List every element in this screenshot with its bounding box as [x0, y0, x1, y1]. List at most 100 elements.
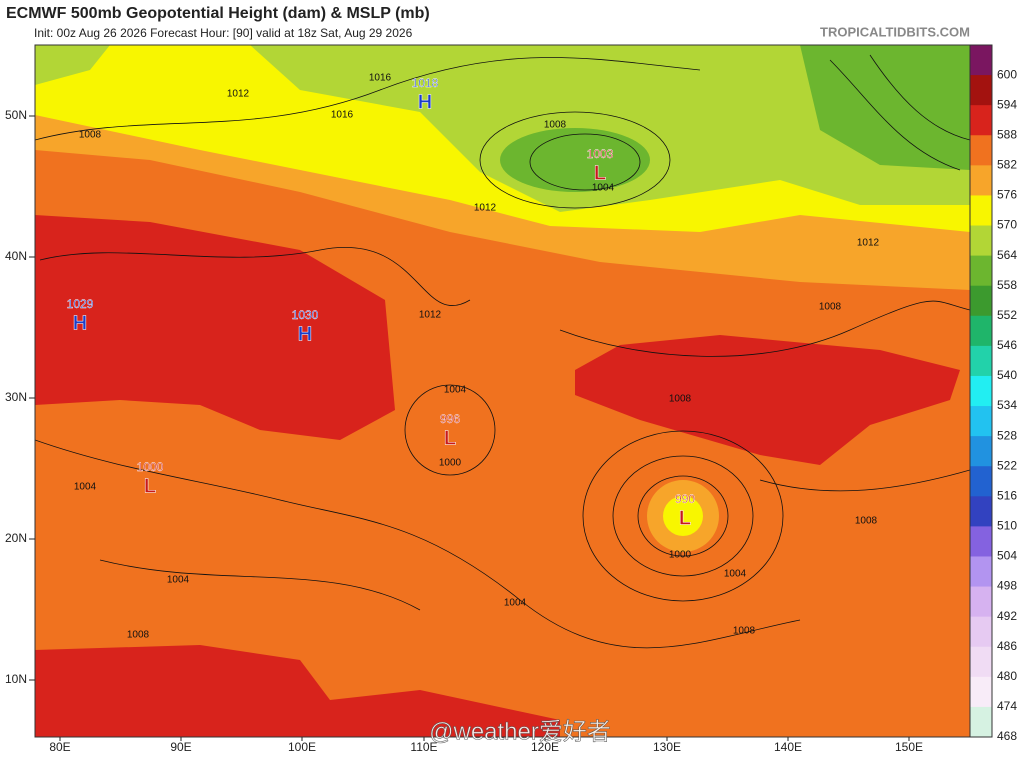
colorbar-swatch: [970, 285, 992, 317]
isobar-label: 1012: [857, 238, 880, 249]
isobar-label: 1016: [331, 110, 354, 121]
colorbar-label: 570: [997, 218, 1017, 232]
colorbar-swatch: [970, 45, 992, 76]
center-letter: L: [679, 507, 691, 529]
colorbar-label: 528: [997, 428, 1017, 442]
isobar-label: 1004: [504, 598, 527, 609]
colorbar-swatch: [970, 165, 992, 196]
isobar-label: 1000: [669, 550, 692, 561]
center-value: 1030: [292, 308, 319, 322]
colorbar-swatch: [970, 616, 992, 648]
center-letter: H: [73, 312, 87, 334]
colorbar-label: 504: [997, 549, 1017, 563]
isobar-label: 1004: [724, 569, 747, 580]
title: ECMWF 500mb Geopotential Height (dam) & …: [6, 5, 430, 22]
colorbar-label: 588: [997, 127, 1017, 141]
colorbar-label: 582: [997, 158, 1017, 172]
lon-label: 90E: [170, 740, 191, 754]
isobar-label: 1008: [127, 630, 150, 641]
colorbar-label: 552: [997, 308, 1017, 322]
colorbar-swatch: [970, 75, 992, 106]
colorbar-label: 564: [997, 248, 1017, 262]
lat-label: 20N: [5, 531, 27, 545]
lon-label: 130E: [653, 740, 681, 754]
colorbar-swatch: [970, 255, 992, 287]
center-letter: L: [444, 427, 456, 449]
lon-label: 150E: [895, 740, 923, 754]
colorbar-label: 594: [997, 97, 1017, 111]
lon-label: 80E: [49, 740, 70, 754]
isobar-label: 1004: [74, 482, 97, 493]
site-watermark: TROPICALTIDBITS.COM: [820, 24, 970, 39]
isobar-label: 1008: [819, 302, 842, 313]
colorbar-swatch: [970, 195, 992, 227]
colorbar-swatch: [970, 646, 992, 678]
subtitle: Init: 00z Aug 26 2026 Forecast Hour: [90…: [34, 26, 413, 40]
colorbar-swatch: [970, 345, 992, 377]
lon-label: 140E: [774, 740, 802, 754]
colorbar-swatch: [970, 375, 992, 407]
isobar-label: 1012: [474, 203, 497, 214]
colorbar-swatch: [970, 105, 992, 136]
lat-label: 30N: [5, 390, 27, 404]
colorbar-label: 534: [997, 398, 1017, 412]
center-value: 996: [440, 412, 460, 426]
colorbar-swatch: [970, 676, 992, 708]
isobar-label: 1008: [855, 516, 878, 527]
lat-label: 10N: [5, 672, 27, 686]
colorbar-label: 474: [997, 699, 1017, 713]
colorbar-swatch: [970, 556, 992, 588]
colorbar-label: 510: [997, 519, 1017, 533]
lat-label: 40N: [5, 249, 27, 263]
isobar-label: 1000: [439, 458, 462, 469]
colorbar-swatch: [970, 225, 992, 257]
colorbar-label: 492: [997, 609, 1017, 623]
isobar-label: 1004: [167, 575, 190, 586]
colorbar-swatch: [970, 436, 992, 467]
isobar-label: 1012: [227, 89, 250, 100]
center-value: 1029: [67, 297, 94, 311]
colorbar-label: 498: [997, 579, 1017, 593]
colorbar-swatch: [970, 586, 992, 618]
center-value: 1000: [137, 460, 164, 474]
isobar-label: 1016: [369, 73, 392, 84]
colorbar-swatch: [970, 406, 992, 437]
colorbar-swatch: [970, 526, 992, 557]
center-letter: L: [594, 162, 606, 184]
colorbar-label: 558: [997, 278, 1017, 292]
colorbar-label: 516: [997, 488, 1017, 502]
colorbar-frame: [969, 44, 993, 738]
isobar-label: 1012: [419, 310, 442, 321]
lon-label: 120E: [531, 740, 559, 754]
colorbar-swatch: [970, 466, 992, 497]
center-letter: L: [144, 475, 156, 497]
isobar-label: 1004: [592, 183, 615, 194]
center-letter: H: [298, 323, 312, 345]
colorbar-swatch: [970, 315, 992, 347]
center-value: 1018: [412, 76, 439, 90]
isobar-label: 1004: [444, 385, 467, 396]
colorbar-swatch: [970, 706, 992, 738]
colorbar-label: 540: [997, 368, 1017, 382]
colorbar-label: 486: [997, 639, 1017, 653]
lat-label: 50N: [5, 108, 27, 122]
colorbar-label: 576: [997, 188, 1017, 202]
lon-label: 110E: [410, 740, 437, 754]
weibo-watermark: @weather爱好者: [429, 718, 611, 745]
lon-label: 100E: [288, 740, 316, 754]
colorbar-label: 480: [997, 669, 1017, 683]
map-fill: [35, 45, 970, 737]
colorbar-swatch: [970, 496, 992, 527]
colorbar-swatch: [970, 135, 992, 166]
colorbar-label: 546: [997, 338, 1017, 352]
colorbar-label: 600: [997, 67, 1017, 81]
center-value: 1003: [587, 147, 614, 161]
isobar-label: 1008: [544, 120, 567, 131]
isobar-label: 1008: [669, 394, 692, 405]
center-letter: H: [418, 91, 432, 113]
isobar-label: 1008: [79, 130, 102, 141]
colorbar-label: 468: [997, 729, 1017, 743]
isobar-label: 1008: [733, 626, 756, 637]
colorbar-label: 522: [997, 458, 1017, 472]
